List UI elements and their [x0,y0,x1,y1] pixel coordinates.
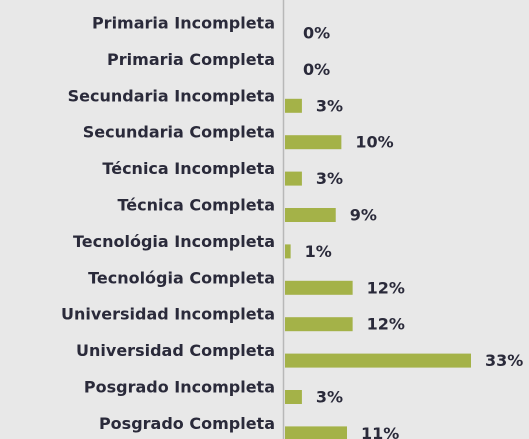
category-label: Universidad Incompleta [61,305,275,324]
category-label: Técnica Incompleta [102,159,275,178]
value-label: 33% [485,351,523,370]
value-label: 1% [305,242,332,261]
value-label: 0% [303,24,330,43]
value-label: 11% [361,424,399,439]
bar [285,280,353,295]
value-label: 3% [316,96,343,115]
bar [285,317,353,332]
value-label: 9% [350,206,377,225]
bar [285,426,347,439]
bar [285,171,302,186]
bar [285,135,342,150]
category-label: Tecnológia Incompleta [73,232,275,251]
category-label: Secundaria Completa [83,123,275,142]
bar [285,244,291,259]
bar [285,98,302,113]
bar [285,353,471,368]
category-label: Tecnológia Completa [88,268,275,287]
value-label: 12% [367,278,405,297]
bar [285,208,336,222]
value-label: 3% [316,169,343,188]
value-label: 10% [355,133,393,152]
category-label: Universidad Completa [76,341,275,360]
value-label: 0% [303,60,330,79]
category-label: Técnica Completa [118,196,276,215]
category-label: Secundaria Incompleta [68,86,275,105]
category-label: Posgrado Incompleta [84,378,275,397]
category-label: Primaria Incompleta [92,14,275,33]
category-label: Primaria Completa [107,50,275,69]
bar [285,390,302,404]
category-label: Posgrado Completa [99,414,275,433]
value-label: 12% [367,315,405,334]
value-label: 3% [316,388,343,407]
